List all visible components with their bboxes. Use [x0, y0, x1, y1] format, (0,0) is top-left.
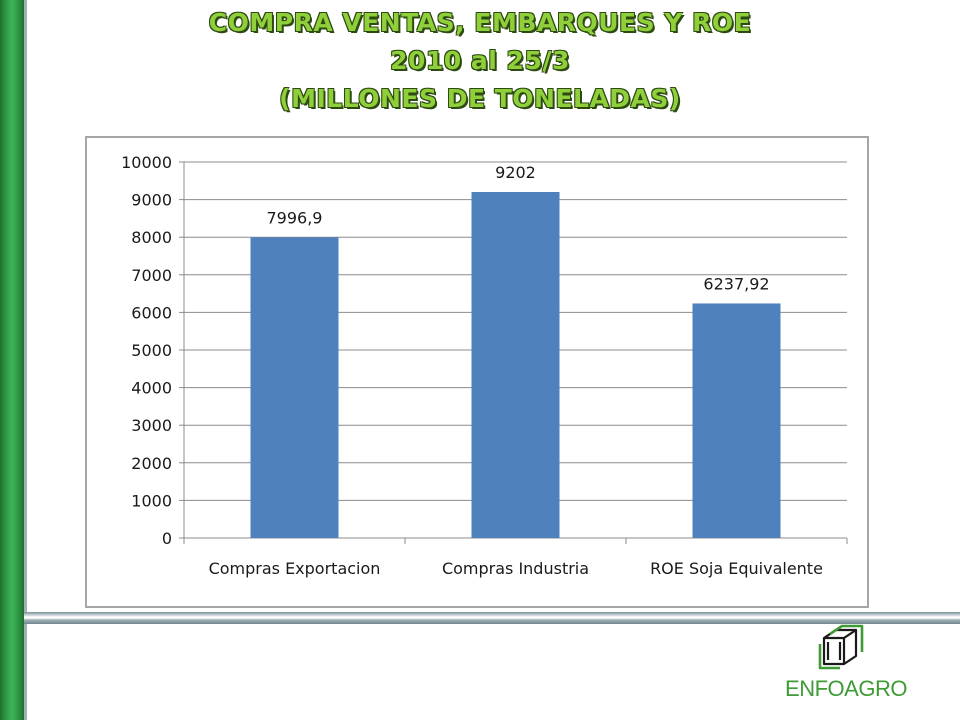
data-label: 7996,9 [267, 208, 323, 227]
y-tick-label: 3000 [131, 416, 172, 435]
logo-text: ENFOAGRO [785, 676, 907, 701]
title-line-3: (MILLONES DE TONELADAS) [279, 84, 681, 113]
bar [692, 303, 781, 538]
y-tick-label: 2000 [131, 454, 172, 473]
y-tick-label: 0 [162, 529, 172, 548]
y-tick-label: 10000 [121, 153, 172, 172]
y-tick-label: 6000 [131, 303, 172, 322]
x-tick-label: Compras Exportacion [209, 559, 381, 578]
x-tick-label: Compras Industria [442, 559, 589, 578]
enfoagro-logo: ENFOAGRO [776, 624, 916, 714]
title-line-1: COMPRA VENTAS, EMBARQUES Y ROE [208, 8, 752, 37]
cube-icon [818, 624, 864, 670]
slide-title: COMPRA VENTAS, EMBARQUES Y ROE 2010 al 2… [40, 4, 920, 118]
x-tick-label: ROE Soja Equivalente [650, 559, 823, 578]
bar [250, 237, 339, 538]
left-accent-bar [0, 0, 24, 720]
y-tick-label: 5000 [131, 341, 172, 360]
title-line-2: 2010 al 25/3 [390, 46, 570, 75]
data-label: 9202 [495, 163, 536, 182]
y-tick-label: 1000 [131, 491, 172, 510]
bar [471, 192, 560, 538]
bar-chart: 0 1000 2000 3000 4000 5000 6000 7000 8000 9000 100… [121, 153, 848, 578]
y-tick-label: 9000 [131, 191, 172, 210]
data-label: 6237,92 [703, 274, 769, 293]
left-accent-edge [24, 0, 27, 720]
y-tick-label: 8000 [131, 228, 172, 247]
bottom-divider [24, 612, 960, 624]
y-tick-label: 4000 [131, 379, 172, 398]
y-tick-label: 7000 [131, 266, 172, 285]
chart-frame: 0 1000 2000 3000 4000 5000 6000 7000 8000 9000 100… [85, 136, 869, 608]
